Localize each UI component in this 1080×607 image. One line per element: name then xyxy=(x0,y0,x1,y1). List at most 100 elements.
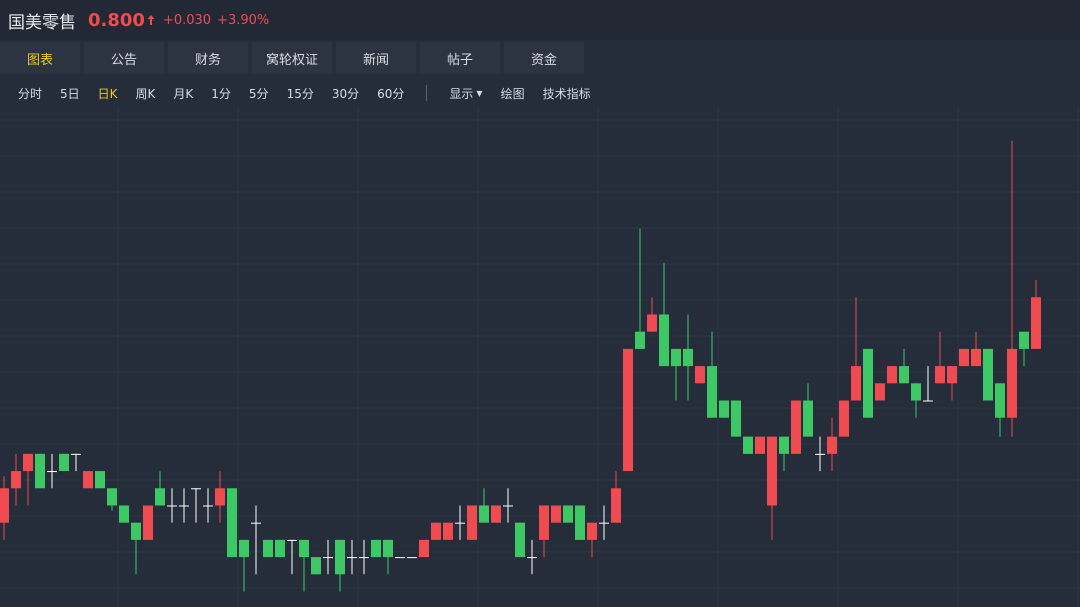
candle-body xyxy=(395,557,405,559)
candle-body xyxy=(635,331,645,349)
candle-body xyxy=(659,314,669,367)
candle-body xyxy=(251,522,261,524)
candle-body xyxy=(647,314,657,332)
candle-body xyxy=(539,505,549,540)
candle-body xyxy=(71,453,81,455)
candle-body xyxy=(167,505,177,507)
tab[interactable]: 公告 xyxy=(84,42,164,74)
tab[interactable]: 窝轮权证 xyxy=(252,42,332,74)
candle-body xyxy=(323,557,333,559)
dropdown-caret: ▼ xyxy=(476,88,483,98)
candle-body xyxy=(515,522,525,558)
candle-body xyxy=(875,383,885,401)
candle-body xyxy=(863,348,873,418)
candle-body xyxy=(707,366,717,418)
period-button[interactable]: 月K xyxy=(173,86,194,101)
candle-body xyxy=(719,400,729,418)
candle-body xyxy=(1007,348,1017,418)
candle-body xyxy=(383,539,393,558)
candle-body xyxy=(935,366,945,384)
candle-body xyxy=(11,471,21,489)
tool-button[interactable]: 技术指标 xyxy=(542,86,591,101)
tab[interactable]: 资金 xyxy=(504,42,584,74)
candle-body xyxy=(1031,297,1041,349)
candle-body xyxy=(479,505,489,523)
period-button[interactable]: 1分 xyxy=(211,86,231,101)
candle-body xyxy=(851,366,861,401)
candle-body xyxy=(995,383,1005,418)
candle-body xyxy=(335,539,345,575)
tool-button[interactable]: 绘图 xyxy=(500,86,525,101)
candle-body xyxy=(911,383,921,401)
candle-body xyxy=(731,400,741,437)
candle-body xyxy=(419,539,429,558)
candle-body xyxy=(803,400,813,437)
period-button[interactable]: 30分 xyxy=(331,86,360,101)
candle-body xyxy=(959,348,969,367)
tab[interactable]: 财务 xyxy=(168,42,248,74)
candle-body xyxy=(95,471,105,489)
candle-body xyxy=(815,453,825,455)
candle-body xyxy=(275,539,285,558)
chart xyxy=(0,108,1080,607)
candle-body xyxy=(1019,331,1029,349)
candle-body xyxy=(767,436,777,506)
period-button[interactable]: 分时 xyxy=(18,86,43,101)
candle-body xyxy=(215,488,225,506)
period-button[interactable]: 60分 xyxy=(377,86,405,101)
candle-body xyxy=(587,522,597,540)
candle-body xyxy=(119,505,129,523)
change-pct: +3.90% xyxy=(217,12,270,28)
period-button[interactable]: 日K xyxy=(97,86,118,101)
candle-body xyxy=(443,522,453,540)
candle-body xyxy=(107,488,117,506)
candle-body xyxy=(155,488,165,506)
candle-body xyxy=(467,505,477,540)
candle-body xyxy=(899,366,909,384)
stock-name: 国美零售 xyxy=(8,12,76,33)
period-button[interactable]: 15分 xyxy=(286,86,314,101)
candle-body xyxy=(923,400,933,402)
candle-body xyxy=(143,505,153,540)
candle-body xyxy=(347,557,357,559)
candle-body xyxy=(983,348,993,401)
candle-body xyxy=(779,436,789,454)
candle-body xyxy=(575,505,585,540)
candle-body xyxy=(371,539,381,558)
tab-bar: 图表 公告 财务 窝轮权证 新闻 帖子 资金 xyxy=(0,42,584,74)
candle-body xyxy=(191,488,201,490)
tab[interactable]: 帖子 xyxy=(420,42,500,74)
candle-body xyxy=(179,505,189,507)
candle-body xyxy=(827,436,837,454)
period-button[interactable]: 5日 xyxy=(60,86,80,101)
period-button[interactable]: 5分 xyxy=(248,86,269,101)
candle-body xyxy=(23,453,33,472)
candle-body xyxy=(455,522,465,524)
candle-body xyxy=(791,400,801,454)
period-button[interactable]: 周K xyxy=(135,86,156,101)
candle-body xyxy=(947,366,957,384)
toolbar: 分时 5日 日K 周K 月K 1分 5分 15分 30分 60分 显示 ▼ 绘图 技术指标 xyxy=(0,80,591,106)
candle-body xyxy=(239,539,249,558)
candle-body xyxy=(563,505,573,523)
candle-body xyxy=(263,539,273,558)
candle-body xyxy=(59,453,69,472)
change: +0.030 xyxy=(162,12,212,28)
candle-body xyxy=(311,557,321,575)
candle-body xyxy=(599,522,609,524)
candle-body xyxy=(83,471,93,489)
tab[interactable]: 新闻 xyxy=(336,42,416,74)
candle-body xyxy=(131,522,141,540)
tab[interactable]: 图表 xyxy=(0,42,80,74)
candle-body xyxy=(227,488,237,558)
candle-body xyxy=(407,557,417,559)
candle-body xyxy=(683,348,693,367)
candle-body xyxy=(551,505,561,523)
candle-body xyxy=(203,505,213,507)
candle-body xyxy=(743,436,753,454)
candle-body xyxy=(623,348,633,472)
candle-body xyxy=(0,488,9,523)
candle-body xyxy=(839,400,849,437)
candle-body xyxy=(527,557,537,559)
tool-button[interactable]: 显示 xyxy=(449,86,474,101)
